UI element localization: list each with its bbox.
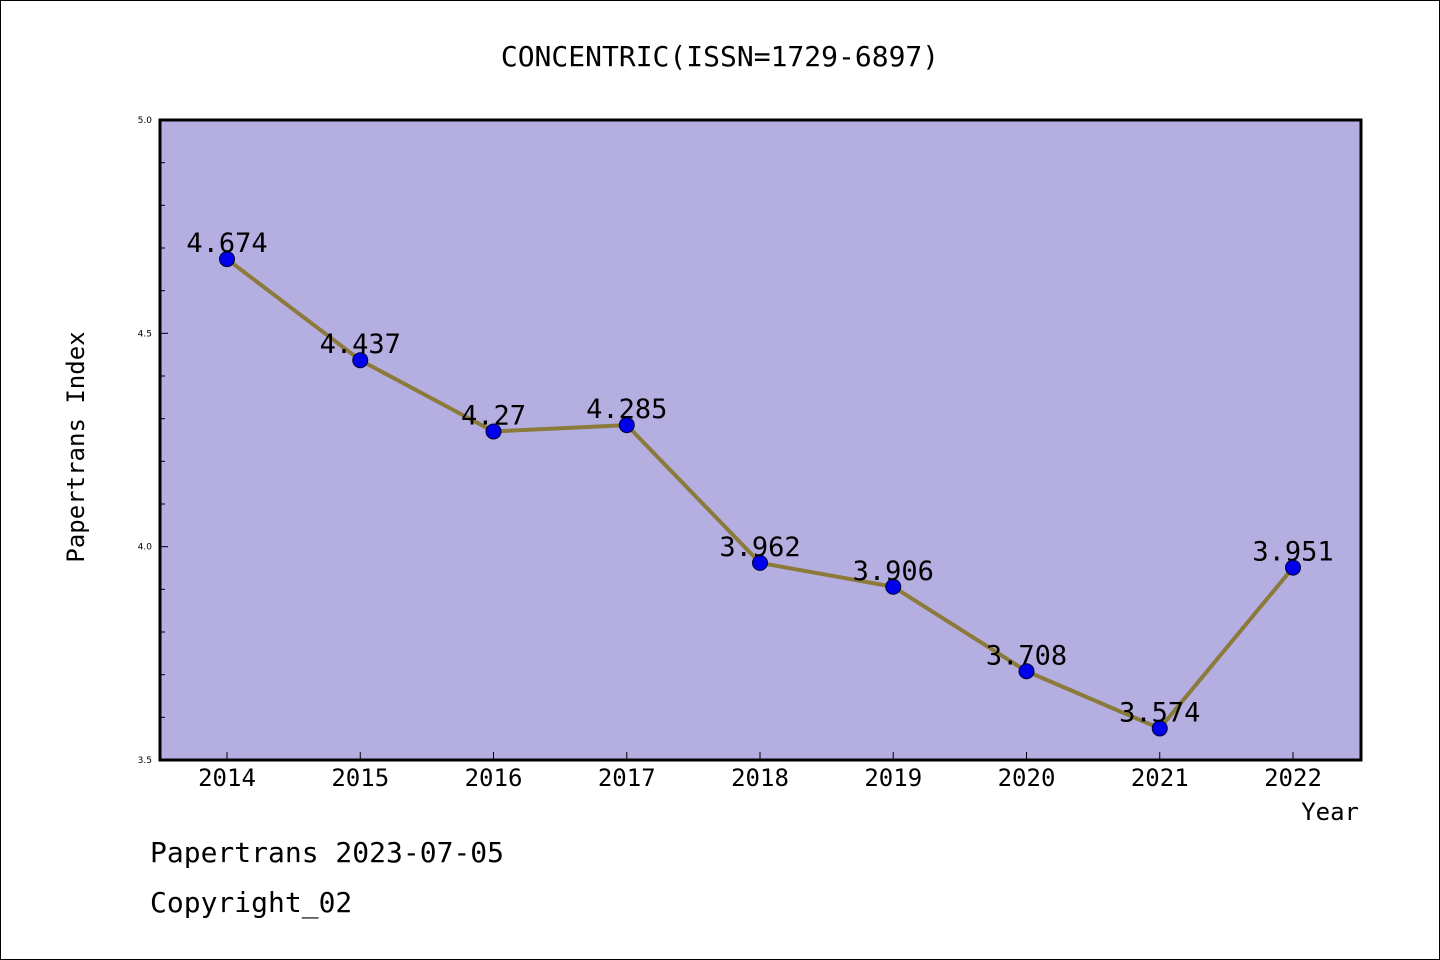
- series-layer: [219, 251, 1301, 737]
- x-axis-label: Year: [1301, 798, 1359, 826]
- data-label: 3.962: [719, 532, 800, 563]
- data-label: 4.674: [186, 228, 267, 259]
- data-label: 4.285: [586, 394, 667, 425]
- y-axis: 3.5 4.0 4.5 5.0: [138, 116, 168, 766]
- data-point: [352, 352, 369, 369]
- data-label: 3.951: [1252, 537, 1333, 568]
- data-label-layer: 4.674 4.437 4.27 4.285 3.962 3.906 3.708 3.574 3…: [186, 228, 1333, 728]
- y-tick-label: 3.5: [138, 756, 152, 766]
- plot-area: [158, 118, 1363, 762]
- x-tick-label: 2022: [1264, 764, 1322, 792]
- data-label: 3.906: [853, 556, 934, 587]
- chart-title: CONCENTRIC(ISSN=1729-6897): [501, 40, 939, 73]
- data-point: [219, 251, 235, 268]
- data-point: [1285, 559, 1301, 576]
- x-tick-label: 2017: [598, 764, 656, 792]
- x-tick-label: 2015: [331, 764, 389, 792]
- x-tick-label: 2019: [864, 764, 922, 792]
- data-label: 4.437: [320, 329, 401, 360]
- y-tick-label: 4.5: [138, 329, 152, 339]
- x-tick-label: 2016: [465, 764, 523, 792]
- y-axis-label: Papertrans Index: [62, 331, 90, 562]
- data-point: [1151, 720, 1168, 737]
- x-tick-label: 2021: [1131, 764, 1189, 792]
- footer-date-line: Papertrans 2023-07-05: [150, 836, 505, 869]
- data-point: [752, 554, 768, 571]
- data-label: 3.708: [986, 640, 1067, 671]
- data-point: [618, 417, 635, 434]
- x-axis: 2014 2015 2016 2017 2018 2019 2020 2021 2022: [198, 752, 1322, 792]
- y-tick-label: 5.0: [138, 116, 153, 126]
- data-point: [485, 423, 502, 440]
- data-point: [885, 578, 902, 595]
- footer-copyright: Copyright_02: [150, 886, 353, 919]
- data-label: 3.574: [1119, 697, 1200, 728]
- x-tick-label: 2020: [998, 764, 1056, 792]
- data-point: [1018, 663, 1035, 680]
- data-label: 4.27: [461, 400, 526, 431]
- x-tick-label: 2014: [198, 764, 256, 792]
- y-tick-label: 4.0: [138, 543, 153, 553]
- x-tick-label: 2018: [731, 764, 789, 792]
